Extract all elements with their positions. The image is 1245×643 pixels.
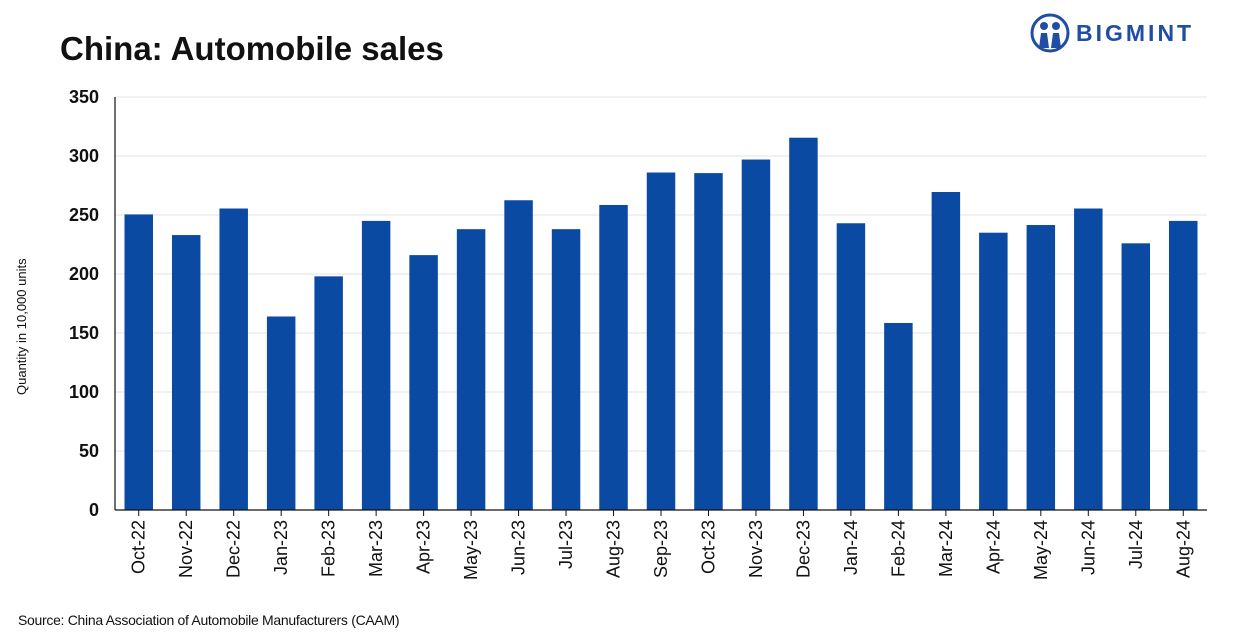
bar-apr-24[interactable] [979, 232, 1008, 510]
x-tick-label: May-24 [1031, 520, 1051, 580]
bigmint-people-icon [1030, 13, 1070, 53]
bar-feb-24[interactable] [884, 322, 913, 510]
x-tick-label: Dec-23 [793, 520, 813, 578]
x-tick-label: Mar-24 [936, 520, 956, 577]
bar-dec-22[interactable] [219, 208, 248, 510]
x-tick-label: Jul-23 [556, 520, 576, 569]
x-tick-label: Nov-22 [176, 520, 196, 578]
x-tick-labels: Oct-22 Nov-22 Dec-22 Jan-23 Feb-23 Mar-23 Apr-… [129, 510, 1193, 580]
y-tick-label: 0 [89, 500, 99, 520]
bar-sep-23[interactable] [646, 172, 676, 510]
x-tick-label: Aug-24 [1173, 520, 1193, 578]
bar-feb-23[interactable] [314, 276, 343, 510]
x-tick-label: Dec-22 [224, 520, 244, 578]
x-tick-label: Mar-23 [366, 520, 386, 577]
x-tick-label: Feb-24 [888, 520, 908, 577]
bigmint-logo[interactable]: BIGMINT [1030, 10, 1225, 56]
x-tick-label: Oct-22 [129, 520, 149, 574]
x-tick-label: Jan-24 [841, 520, 861, 575]
bar-may-24[interactable] [1026, 225, 1056, 510]
x-tick-label: Nov-23 [746, 520, 766, 578]
y-tick-labels: 0 50 100 150 200 250 300 350 [69, 87, 99, 520]
bar-mar-24[interactable] [931, 191, 961, 511]
bar-aug-23[interactable] [599, 204, 628, 510]
bar-jul-24[interactable] [1121, 243, 1151, 510]
x-tick-label: Aug-23 [604, 520, 624, 578]
y-tick-label: 150 [69, 323, 99, 343]
x-tick-label: Jun-23 [509, 520, 529, 575]
bar-jan-24[interactable] [836, 223, 866, 510]
bar-jan-23[interactable] [266, 316, 296, 510]
x-tick-label: Jan-23 [271, 520, 291, 575]
y-tick-label: 200 [69, 264, 99, 284]
bar-nov-23[interactable] [741, 159, 771, 511]
y-tick-label: 300 [69, 146, 99, 166]
bar-jun-24[interactable] [1074, 208, 1103, 510]
bar-apr-23[interactable] [409, 255, 438, 510]
x-tick-label: Oct-23 [698, 520, 718, 574]
x-tick-label: Feb-23 [319, 520, 339, 577]
bar-aug-24[interactable] [1169, 220, 1198, 510]
y-tick-label: 100 [69, 382, 99, 402]
bar-jun-23[interactable] [504, 200, 533, 510]
x-tick-label: Apr-23 [414, 520, 434, 574]
bar-jul-23[interactable] [551, 229, 581, 510]
bar-oct-23[interactable] [694, 173, 723, 511]
chart-title: China: Automobile sales [60, 30, 444, 67]
bar-may-23[interactable] [456, 229, 486, 510]
x-tick-label: May-23 [461, 520, 481, 580]
x-tick-label: Apr-24 [983, 520, 1003, 574]
logo-text: BIGMINT [1076, 19, 1195, 46]
x-tick-label: Jul-24 [1126, 520, 1146, 569]
x-tick-label: Jun-24 [1078, 520, 1098, 575]
y-tick-label: 350 [69, 87, 99, 107]
source-note: Source: China Association of Automobile … [18, 612, 400, 628]
bar-oct-22[interactable] [124, 214, 153, 510]
x-tick-label: Sep-23 [651, 520, 671, 578]
y-tick-label: 50 [79, 441, 99, 461]
bars [124, 137, 1198, 511]
bar-mar-23[interactable] [361, 220, 391, 510]
bar-nov-22[interactable] [171, 235, 201, 510]
y-tick-label: 250 [69, 205, 99, 225]
bar-dec-23[interactable] [789, 137, 818, 510]
